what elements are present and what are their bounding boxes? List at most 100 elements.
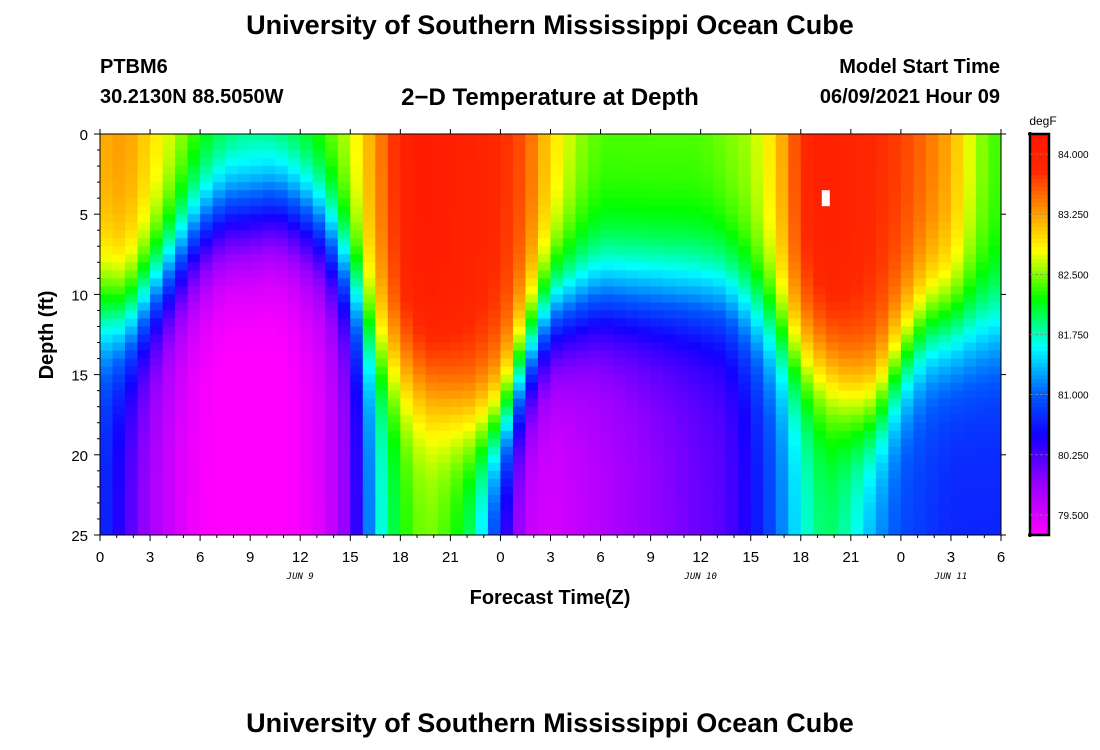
heatmap-cell xyxy=(250,502,264,512)
heatmap-cell xyxy=(638,158,652,167)
heatmap-cell xyxy=(988,342,1001,352)
heatmap-cell xyxy=(713,238,727,247)
heatmap-cell xyxy=(462,134,477,143)
heatmap-cell xyxy=(125,422,139,432)
heatmap-cell xyxy=(350,502,364,512)
heatmap-cell xyxy=(437,254,451,263)
heatmap-cell xyxy=(763,270,777,279)
colorbar-swatch xyxy=(1030,266,1049,271)
heatmap-cell xyxy=(700,398,714,408)
heatmap-cell xyxy=(437,350,451,360)
heatmap-cell xyxy=(688,246,702,255)
heatmap-cell xyxy=(150,422,164,432)
heatmap-cell xyxy=(262,390,276,400)
heatmap-cell xyxy=(988,270,1001,279)
colorbar-swatch xyxy=(1030,310,1049,316)
heatmap-cell xyxy=(225,230,239,239)
heatmap-cell xyxy=(650,422,664,432)
heatmap-cell xyxy=(925,374,940,384)
heatmap-cell xyxy=(437,262,451,271)
heatmap-cell xyxy=(537,214,552,223)
heatmap-cell xyxy=(788,454,802,464)
heatmap-cell xyxy=(863,150,877,159)
heatmap-cell xyxy=(412,518,426,528)
heatmap-cell xyxy=(838,398,852,408)
heatmap-cell xyxy=(100,446,114,456)
heatmap-cell xyxy=(212,294,226,304)
heatmap-cell xyxy=(525,454,539,464)
heatmap-cell xyxy=(425,406,439,416)
heatmap-cell xyxy=(300,350,314,360)
heatmap-cell xyxy=(725,262,739,271)
heatmap-cell xyxy=(187,262,201,271)
heatmap-cell xyxy=(700,150,714,159)
heatmap-cell xyxy=(963,358,977,368)
heatmap-cell xyxy=(575,278,589,287)
heatmap-cell xyxy=(750,358,764,368)
heatmap-cell xyxy=(863,366,877,376)
heatmap-cell xyxy=(713,358,727,368)
heatmap-cell xyxy=(187,470,201,480)
heatmap-cell xyxy=(775,438,789,448)
colorbar: 84.00083.25082.50081.75081.00080.25079.5… xyxy=(1028,132,1089,537)
heatmap-cell xyxy=(150,438,164,448)
heatmap-cell xyxy=(262,366,276,376)
heatmap-cell xyxy=(713,462,727,472)
heatmap-cell xyxy=(250,390,264,400)
heatmap-cell xyxy=(825,470,839,480)
heatmap-cell xyxy=(487,134,502,143)
heatmap-cell xyxy=(375,238,389,247)
heatmap-cell xyxy=(487,158,502,167)
heatmap-cell xyxy=(813,462,827,472)
heatmap-cell xyxy=(963,270,977,279)
heatmap-cell xyxy=(838,166,852,175)
heatmap-cell xyxy=(625,510,639,520)
heatmap-cell xyxy=(888,318,902,328)
heatmap-cell xyxy=(713,422,727,432)
colorbar-tick-label: 80.250 xyxy=(1058,451,1089,462)
heatmap-cell xyxy=(663,166,677,175)
heatmap-cell xyxy=(375,206,389,215)
heatmap-cell xyxy=(112,174,126,183)
heatmap-cell xyxy=(500,134,514,143)
heatmap-cell xyxy=(650,158,664,167)
heatmap-cell xyxy=(875,502,889,512)
heatmap-cell xyxy=(362,262,376,271)
heatmap-cell xyxy=(137,278,151,287)
heatmap-cell xyxy=(800,182,814,191)
heatmap-cell xyxy=(650,454,664,464)
heatmap-cell xyxy=(663,214,677,223)
heatmap-cell xyxy=(362,406,376,416)
heatmap-cell xyxy=(775,150,789,159)
heatmap-cell xyxy=(337,486,351,496)
heatmap-cell xyxy=(475,526,489,535)
heatmap-cell xyxy=(500,302,514,312)
heatmap-cell xyxy=(237,270,251,279)
heatmap-cell xyxy=(850,190,864,199)
heatmap-cell xyxy=(162,398,176,408)
heatmap-cell xyxy=(337,398,351,408)
heatmap-cell xyxy=(412,462,426,472)
heatmap-cell xyxy=(325,382,339,392)
heatmap-cell xyxy=(925,166,940,175)
heatmap-cell xyxy=(575,326,589,336)
heatmap-cell xyxy=(175,166,189,175)
heatmap-cell xyxy=(525,478,539,488)
heatmap-cell xyxy=(137,374,151,384)
heatmap-cell xyxy=(700,166,714,175)
heatmap-cell xyxy=(838,494,852,504)
heatmap-cell xyxy=(462,478,477,488)
heatmap-cell xyxy=(525,358,539,368)
heatmap-cell xyxy=(312,382,326,392)
heatmap-cell xyxy=(988,414,1001,424)
heatmap-cell xyxy=(275,494,289,504)
heatmap-cell xyxy=(112,246,126,255)
colorbar-swatch xyxy=(1030,226,1049,231)
heatmap-cell xyxy=(863,342,877,352)
heatmap-cell xyxy=(400,350,414,360)
heatmap-cell xyxy=(200,286,214,295)
heatmap-cell xyxy=(537,502,552,512)
heatmap-cell xyxy=(412,350,426,360)
heatmap-cell xyxy=(250,318,264,328)
heatmap-cell xyxy=(287,142,301,151)
